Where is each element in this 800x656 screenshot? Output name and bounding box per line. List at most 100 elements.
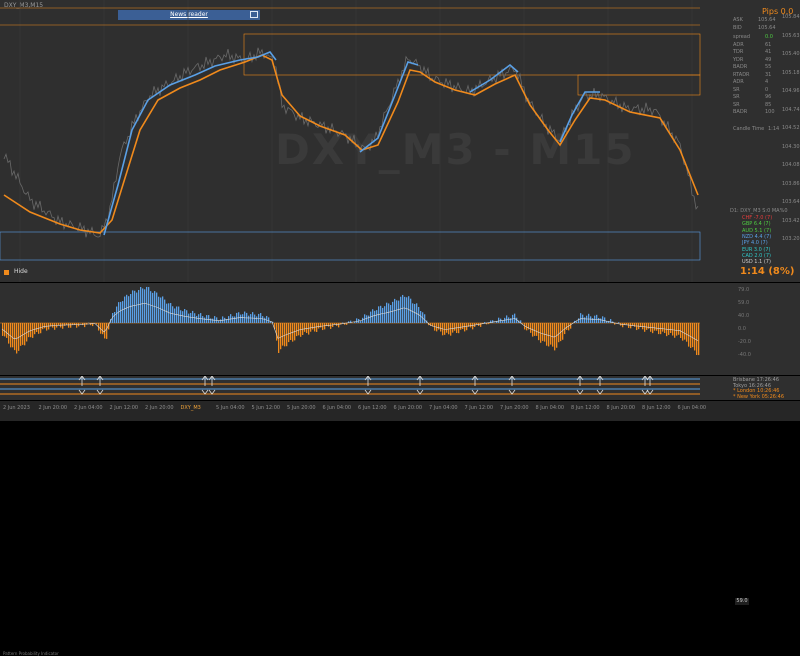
oscillator-bar: [200, 313, 201, 323]
oscillator-bar: [224, 318, 225, 323]
oscillator-bar: [188, 314, 189, 323]
currency-row: CHF -7.0 (7): [742, 215, 772, 221]
price-tick: 103.42: [782, 218, 800, 224]
oscillator-label: Pattern Probability Indicator: [3, 651, 59, 656]
oscillator-bar: [44, 323, 45, 328]
oscillator-bar: [420, 311, 421, 323]
oscillator-bar: [536, 323, 537, 336]
pips-readout: Pips 0.0: [762, 7, 793, 16]
oscillator-bar: [42, 323, 43, 329]
hide-label[interactable]: Hide: [14, 268, 28, 275]
oscillator-bar: [240, 315, 241, 323]
oscillator-bar: [52, 323, 53, 328]
oscillator-bar: [68, 323, 69, 328]
session-arrow-icon: [417, 376, 423, 394]
oscillator-bar: [368, 316, 369, 323]
oscillator-bar: [566, 323, 567, 330]
oscillator-bar: [284, 323, 285, 346]
session-arrow-icon: [509, 376, 515, 394]
candle-time-value: 1:14: [768, 126, 779, 132]
price-tick: 103.20: [782, 236, 800, 242]
oscillator-bar: [106, 323, 107, 339]
oscillator-bar: [452, 323, 453, 333]
oscillator-bar: [124, 297, 125, 323]
oscillator-bar: [604, 317, 605, 323]
oscillator-bar: [234, 316, 235, 323]
time-tick: 8 Jun 12:00: [642, 405, 671, 411]
oscillator-bar: [156, 293, 157, 323]
oscillator-bar: [22, 323, 23, 345]
oscillator-bar: [96, 323, 97, 324]
oscillator-bar: [590, 316, 591, 323]
session-arrow-icon: [202, 376, 208, 394]
oscillator-bar: [676, 323, 677, 336]
currency-row: CAD 2.0 (7): [742, 253, 771, 259]
oscillator-bar: [580, 313, 581, 323]
session-arrow-icon: [647, 376, 653, 394]
oscillator-bar: [696, 323, 697, 355]
oscillator-bar: [688, 323, 689, 347]
oscillator-bar: [470, 323, 471, 327]
time-tick: 2 Jun 04:00: [74, 405, 103, 411]
oscillator-bar: [132, 290, 133, 323]
oscillator-bar: [182, 311, 183, 323]
time-tick: 2 Jun 20:00: [145, 405, 174, 411]
currency-row: GBP 6.4 (7): [742, 221, 771, 227]
time-tick: 8 Jun 20:00: [607, 405, 636, 411]
oscillator-bar: [530, 323, 531, 333]
ask-label: ASK: [733, 17, 743, 23]
oscillator-bar: [266, 316, 267, 323]
oscillator-bar: [424, 314, 425, 323]
oscillator-bar: [136, 293, 137, 323]
oscillator-bar: [414, 304, 415, 323]
info-row-value: 49: [765, 57, 771, 63]
range-box: [244, 34, 700, 75]
oscillator-bar: [602, 316, 603, 323]
oscillator-bar: [140, 287, 141, 323]
oscillator-bar: [636, 323, 637, 330]
oscillator-bar: [14, 323, 15, 350]
oscillator-bar: [252, 312, 253, 323]
oscillator-bar: [172, 306, 173, 323]
oscillator-bar: [8, 323, 9, 344]
hide-toggle-icon[interactable]: [4, 270, 9, 275]
currency-row: JPY 4.0 (7): [742, 240, 768, 246]
oscillator-bar: [584, 317, 585, 323]
oscillator-bar: [316, 323, 317, 332]
oscillator-bar: [454, 323, 455, 331]
oscillator-bar: [522, 323, 523, 324]
oscillator-bar: [384, 306, 385, 323]
oscillator-bar: [382, 308, 383, 323]
oscillator-bar: [142, 288, 143, 323]
info-row-value: 0.0: [765, 34, 773, 40]
oscillator-bar: [214, 316, 215, 323]
oscillator-bar: [398, 301, 399, 323]
oscillator-bar: [20, 323, 21, 346]
oscillator-bar: [586, 316, 587, 323]
main-chart-panel[interactable]: DXY_M3,M15 News reader DXY_M3 - M15 Hide…: [0, 0, 800, 282]
oscillator-bar: [412, 303, 413, 323]
oscillator-bar: [488, 323, 489, 324]
oscillator-bar: [656, 323, 657, 331]
oscillator-bar: [692, 323, 693, 347]
oscillator-bar: [406, 297, 407, 323]
osc-tick: 59.0: [738, 300, 749, 306]
oscillator-bar: [70, 323, 71, 328]
oscillator-bar: [596, 315, 597, 323]
oscillator-bar: [208, 315, 209, 323]
oscillator-bar: [360, 321, 361, 323]
oscillator-bar: [576, 321, 577, 323]
oscillator-bar: [548, 323, 549, 346]
session-arrow-icon: [642, 376, 648, 394]
oscillator-bar: [196, 316, 197, 323]
info-row-label: TDR: [733, 49, 743, 55]
oscillator-bar: [598, 318, 599, 323]
currency-row: USD 1.1 (7): [742, 259, 771, 265]
oscillator-bar: [440, 323, 441, 332]
oscillator-bar: [330, 323, 331, 329]
candle-time-label: Candle Time: [733, 126, 764, 132]
price-tick: 105.18: [782, 70, 800, 76]
osc-tick: -40.0: [738, 352, 751, 358]
